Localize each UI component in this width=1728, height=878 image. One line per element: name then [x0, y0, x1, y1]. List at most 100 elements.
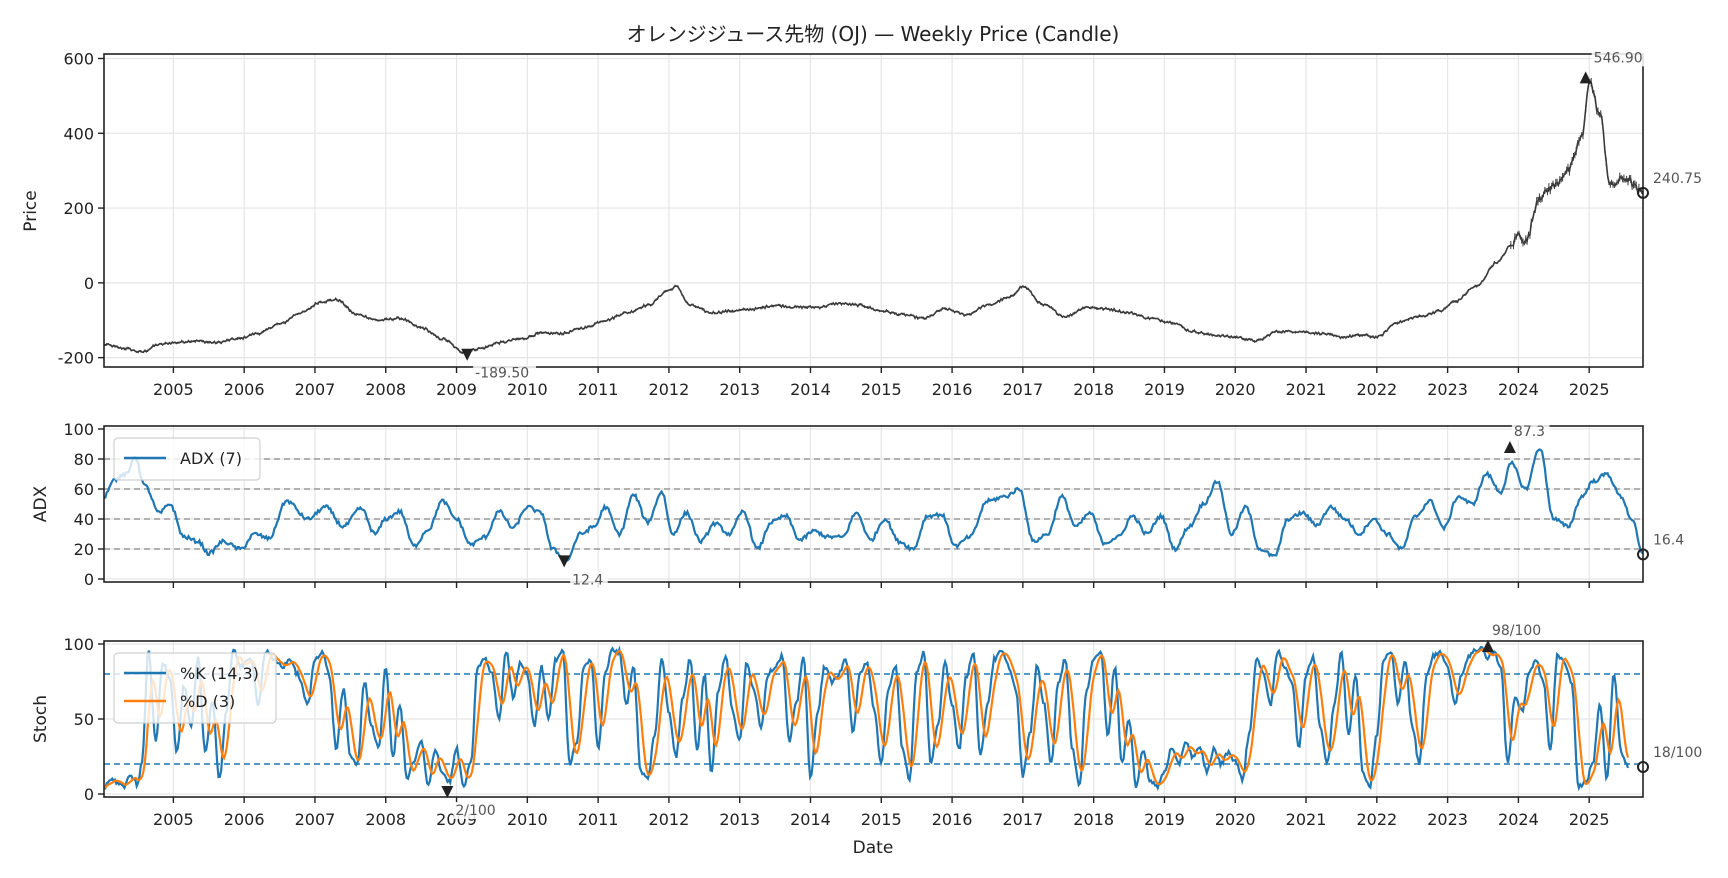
annotation-bg	[473, 364, 536, 382]
price-line	[104, 80, 1643, 354]
last-value-marker-icon	[1637, 761, 1649, 773]
x-tick-label: 2024	[1498, 380, 1539, 399]
y-tick-label: 400	[63, 124, 94, 143]
min-value-label: 12.4	[572, 572, 603, 588]
last-value-label: 16.4	[1653, 532, 1684, 548]
max-value-label: 87.3	[1514, 424, 1545, 440]
x-tick-label: 2014	[790, 810, 831, 829]
annotation-bg	[1489, 622, 1545, 639]
adx-axes-frame	[103, 425, 1644, 583]
adx-panel: 0 20 40 60 80 100 87.3 12.4 16.4 ADX (7)	[63, 420, 1689, 589]
annotation-bg	[570, 571, 608, 589]
chart-title: オレンジジュース先物 (OJ) — Weekly Price (Candle)	[627, 22, 1120, 46]
x-tick-label: 2023	[1427, 380, 1468, 399]
y-tick-label: 100	[63, 420, 94, 439]
min-marker-icon	[461, 348, 474, 361]
annotation-bg	[1651, 531, 1689, 549]
x-tick-label: 2007	[295, 380, 336, 399]
last-value-label: 240.75	[1653, 171, 1702, 187]
annotation-bg	[1591, 49, 1647, 67]
min-marker-icon	[558, 555, 571, 568]
y-tick-label: 80	[74, 450, 94, 469]
y-tick-label: 600	[63, 49, 94, 68]
max-value-label: 98/100	[1492, 623, 1541, 639]
x-tick-label: 2019	[1144, 810, 1185, 829]
adx-legend: ADX (7)	[113, 437, 261, 481]
min-value-label: 2/100	[455, 803, 495, 819]
y-tick-label: 50	[74, 710, 94, 729]
legend-box	[113, 437, 261, 481]
x-tick-label: 2008	[365, 380, 406, 399]
x-tick-label: 2012	[649, 810, 690, 829]
x-axis-label: Date	[853, 838, 894, 858]
x-tick-label: 2005	[153, 380, 194, 399]
x-tick-label: 2014	[790, 380, 831, 399]
max-value-label: 546.90	[1594, 50, 1643, 66]
stoch-d-line	[104, 648, 1630, 789]
x-tick-label: 2018	[1073, 810, 1114, 829]
x-tick-label: 2010	[507, 380, 548, 399]
price-panel: -200 0 200 400 600 2005 2006 2007 2008 2009 2010 20…	[58, 49, 1706, 399]
x-tick-label: 2015	[861, 810, 902, 829]
max-marker-icon	[1579, 71, 1592, 84]
x-tick-label: 2025	[1569, 810, 1610, 829]
y-tick-label: -200	[58, 349, 94, 368]
legend-box	[113, 652, 277, 724]
last-value-marker-icon	[1637, 186, 1649, 199]
max-marker-icon	[1503, 441, 1516, 454]
x-tick-label: 2024	[1498, 810, 1539, 829]
x-tick-label: 2005	[153, 810, 194, 829]
x-tick-label: 2019	[1144, 380, 1185, 399]
x-tick-label: 2006	[224, 380, 265, 399]
y-tick-label: 200	[63, 199, 94, 218]
y-tick-label: 40	[74, 510, 94, 529]
x-tick-label: 2018	[1073, 380, 1114, 399]
x-tick-label: 2013	[719, 810, 760, 829]
min-value-label: -189.50	[475, 366, 529, 382]
x-tick-label: 2025	[1569, 380, 1610, 399]
stoch-k-line	[104, 645, 1630, 792]
x-tick-label: 2013	[719, 380, 760, 399]
adx-y-axis-label: ADX	[31, 485, 51, 522]
adx-grid	[104, 426, 1643, 582]
x-tick-label: 2023	[1427, 810, 1468, 829]
x-tick-label: 2011	[578, 380, 619, 399]
x-tick-label: 2016	[932, 810, 973, 829]
x-tick-label: 2007	[295, 810, 336, 829]
adx-line	[104, 448, 1643, 563]
x-tick-label: 2017	[1003, 810, 1044, 829]
x-tick-label: 2012	[649, 380, 690, 399]
y-tick-label: 0	[84, 785, 94, 804]
y-tick-label: 60	[74, 480, 94, 499]
x-tick-label: 2017	[1003, 380, 1044, 399]
x-tick-label: 2015	[861, 380, 902, 399]
x-tick-label: 2022	[1356, 380, 1397, 399]
x-tick-label: 2021	[1286, 380, 1327, 399]
y-tick-label: 100	[63, 635, 94, 654]
x-tick-label: 2011	[578, 810, 619, 829]
x-tick-label: 2006	[224, 810, 265, 829]
price-grid	[104, 54, 1643, 367]
x-tick-label: 2009	[436, 380, 477, 399]
stoch-grid	[104, 641, 1643, 797]
annotation-bg	[1651, 744, 1706, 761]
x-tick-label: 2010	[507, 810, 548, 829]
min-marker-icon	[441, 786, 454, 798]
annotation-bg	[1651, 169, 1706, 187]
price-series	[104, 78, 1643, 355]
x-tick-label: 2021	[1286, 810, 1327, 829]
x-tick-label: 2020	[1215, 810, 1256, 829]
price-axes-frame	[103, 53, 1644, 368]
last-value-label: 18/100	[1653, 745, 1702, 761]
x-tick-label: 2016	[932, 380, 973, 399]
price-y-axis-label: Price	[21, 190, 41, 231]
legend-label: %D (3)	[180, 692, 235, 711]
legend-label: ADX (7)	[180, 449, 242, 468]
stoch-y-axis-label: Stoch	[31, 695, 51, 743]
x-tick-label: 2020	[1215, 380, 1256, 399]
last-value-marker-icon	[1637, 548, 1649, 561]
y-tick-label: 0	[84, 570, 94, 589]
stoch-series	[104, 645, 1630, 792]
